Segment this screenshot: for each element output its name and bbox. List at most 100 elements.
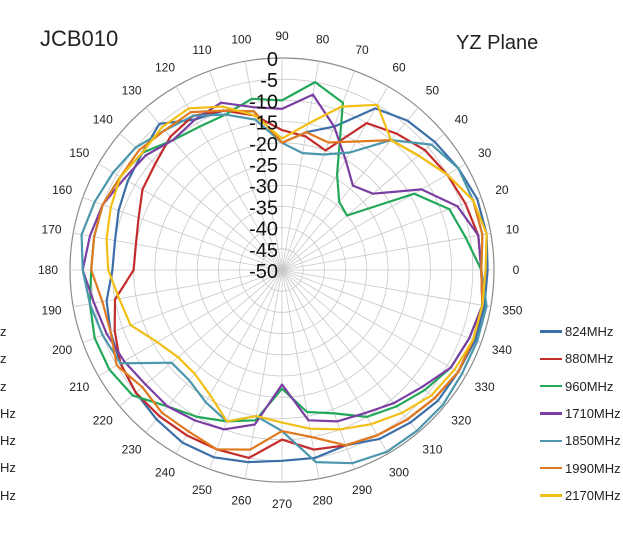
- grid-spoke: [145, 269, 283, 433]
- angle-tick-label: 330: [475, 380, 495, 394]
- legend-swatch: [540, 466, 562, 470]
- polar-grid: [69, 57, 495, 483]
- angle-tick-label: 180: [38, 263, 58, 277]
- legend-swatch: [540, 412, 562, 415]
- radial-tick-label: 0: [267, 49, 278, 71]
- angle-tick-label: 190: [42, 304, 62, 318]
- angle-tick-label: 60: [392, 60, 406, 74]
- grid-spoke: [82, 269, 283, 343]
- truncated-legend-item: z: [0, 378, 7, 394]
- legend-item: 1710MHz: [540, 400, 621, 427]
- radial-tick-label: -15: [249, 113, 278, 135]
- grid-spoke: [281, 269, 355, 470]
- grid-spoke: [281, 107, 419, 271]
- legend-label: 1850MHz: [565, 433, 621, 449]
- grid-spoke: [82, 197, 283, 271]
- legend: 824MHz 880MHz 960MHz 1710MHz 1850MHz 199…: [540, 318, 621, 509]
- truncated-legend-item: z: [0, 351, 7, 367]
- grid-spoke: [244, 61, 283, 271]
- radial-tick-label: -40: [249, 219, 278, 241]
- grid-spoke: [281, 269, 445, 407]
- legend-label: 2170MHz: [565, 487, 621, 503]
- radial-tick-label: -20: [249, 134, 278, 156]
- angle-tick-label: 10: [506, 222, 520, 236]
- angle-tick-label: 140: [93, 113, 113, 127]
- grid-spoke: [281, 269, 482, 343]
- grid-spoke: [209, 269, 283, 470]
- angle-tick-label: 120: [155, 60, 175, 74]
- legend-item: 2170MHz: [540, 482, 621, 509]
- angle-tick-label: 170: [42, 222, 62, 236]
- angle-tick-label: 130: [122, 84, 142, 98]
- angle-tick-label: 200: [52, 343, 72, 357]
- angle-tick-label: 280: [313, 493, 333, 507]
- angle-tick-label: 40: [455, 113, 469, 127]
- angle-tick-label: 210: [69, 380, 89, 394]
- radial-tick-label: -45: [249, 240, 278, 262]
- grid-spoke: [281, 86, 389, 271]
- angle-tick-label: 0: [513, 263, 520, 277]
- grid-spoke: [145, 107, 283, 271]
- angle-tick-label: 20: [495, 183, 509, 197]
- legend-swatch: [540, 494, 562, 497]
- radial-tick-label: -10: [249, 91, 278, 113]
- angle-tick-label: 250: [192, 483, 212, 497]
- series-line-1710MHz: [81, 93, 484, 431]
- angle-tick-labels: 0 10 20 30 40 50 60 70 80 90 100 110 120 130 140 150 160…: [38, 29, 523, 511]
- angle-tick-label: 300: [389, 466, 409, 480]
- legend-label: 1990MHz: [565, 460, 621, 476]
- legend-item: 880MHz: [540, 345, 621, 372]
- angle-tick-label: 160: [52, 183, 72, 197]
- radial-tick-label: -5: [260, 70, 278, 92]
- truncated-legend-item: Hz: [0, 460, 16, 476]
- radial-tick-label: -25: [249, 155, 278, 177]
- grid-spoke: [281, 163, 466, 271]
- grid-spoke: [98, 269, 283, 377]
- truncated-legend-item: Hz: [0, 405, 16, 421]
- angle-tick-label: 290: [352, 483, 372, 497]
- radial-tick-labels: 0-5-10-15-20-25-30-35-40-45-50: [249, 49, 278, 283]
- grid-spoke: [281, 133, 445, 271]
- grid-spoke: [281, 269, 320, 479]
- grid-spoke: [281, 269, 466, 377]
- angle-tick-label: 310: [422, 442, 442, 456]
- angle-tick-label: 70: [355, 43, 369, 57]
- angle-tick-label: 110: [192, 43, 211, 57]
- legend-item: 1850MHz: [540, 427, 621, 454]
- grid-spoke: [175, 86, 283, 271]
- angle-tick-label: 320: [451, 413, 471, 427]
- angle-tick-label: 270: [272, 497, 292, 511]
- legend-label: 1710MHz: [565, 406, 621, 422]
- angle-tick-label: 240: [155, 466, 175, 480]
- legend-swatch: [540, 357, 562, 361]
- chart-title-left: JCB010: [40, 26, 119, 51]
- legend-swatch: [540, 439, 562, 443]
- legend-label: 960MHz: [565, 378, 614, 394]
- angle-tick-label: 230: [122, 442, 142, 456]
- series-layer: [80, 80, 489, 465]
- grid-spoke: [281, 269, 389, 454]
- grid-spoke: [281, 232, 491, 271]
- truncated-legend-item: Hz: [0, 433, 16, 449]
- angle-tick-label: 100: [231, 33, 251, 47]
- angle-tick-label: 220: [93, 413, 113, 427]
- grid-spoke: [175, 269, 283, 454]
- series-line-824MHz: [105, 107, 489, 464]
- angle-tick-label: 150: [69, 146, 89, 160]
- grid-spoke: [244, 269, 283, 479]
- grid-spoke: [119, 133, 283, 271]
- grid-spoke: [281, 269, 419, 433]
- angle-tick-label: 50: [426, 84, 440, 98]
- legend-item: 1990MHz: [540, 454, 621, 481]
- grid-spoke: [209, 70, 283, 271]
- truncated-legend-item: Hz: [0, 487, 16, 503]
- legend-item: 824MHz: [540, 318, 621, 345]
- truncated-legend-left: z z z Hz Hz Hz Hz: [0, 318, 16, 509]
- angle-tick-label: 80: [316, 33, 330, 47]
- legend-swatch: [540, 330, 562, 333]
- angle-tick-label: 340: [492, 343, 512, 357]
- series-line-1850MHz: [80, 113, 488, 465]
- legend-label: 880MHz: [565, 351, 614, 367]
- radial-tick-label: -30: [249, 176, 278, 198]
- series-line-1990MHz: [90, 109, 484, 451]
